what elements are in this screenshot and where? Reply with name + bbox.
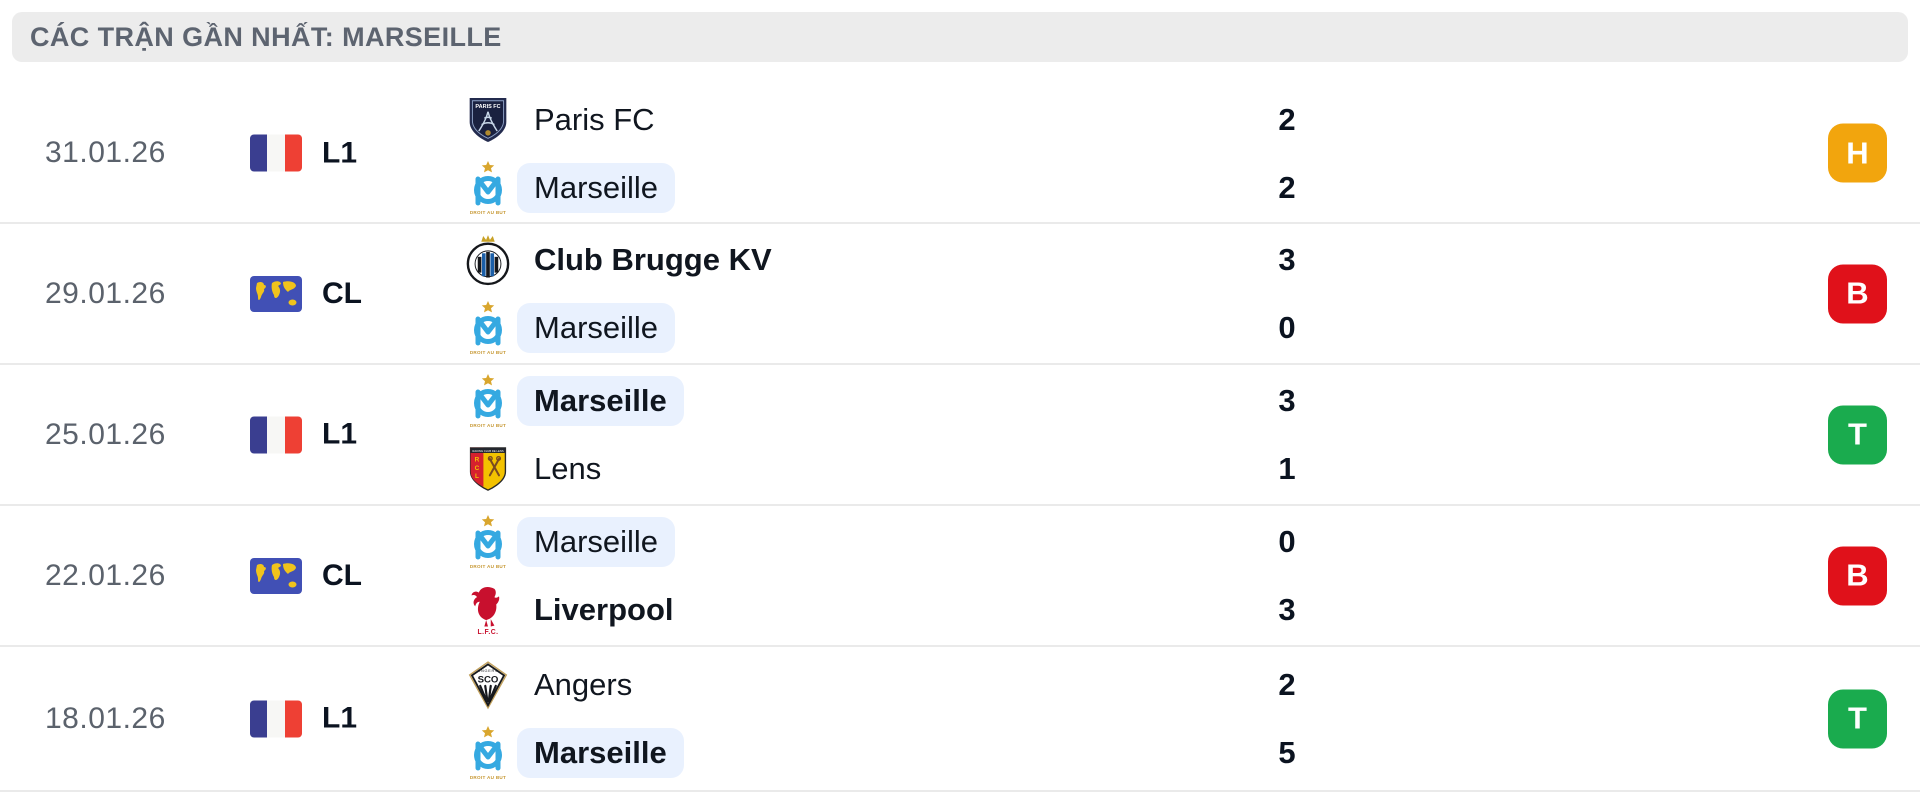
match-date: 25.01.26 [45, 417, 166, 451]
team-name: Lens [534, 450, 602, 486]
team-name: Paris FC [534, 102, 655, 137]
competition: L1 [250, 700, 357, 737]
result-badge: B [1828, 546, 1887, 605]
away-team-row: L.F.C. Liverpool 3 [463, 582, 1780, 638]
teams: Club Brugge KV 3 DROIT AU BUT Marseille … [463, 224, 1780, 363]
home-team-row: PARIS FC Paris FC 2 [463, 92, 1780, 148]
match-date: 29.01.26 [45, 276, 166, 310]
team-name: Marseille [517, 163, 676, 213]
competition: CL [250, 557, 362, 594]
result-badge: T [1828, 405, 1887, 464]
svg-text:DROIT AU BUT: DROIT AU BUT [470, 423, 506, 428]
world-map-icon [250, 275, 302, 312]
paris-fc-logo: PARIS FC [463, 92, 513, 148]
teams: ANGERS SCO Angers 2 DROIT AU BUT Marseill… [463, 647, 1780, 790]
team-name: Liverpool [534, 591, 674, 627]
svg-text:DROIT AU BUT: DROIT AU BUT [470, 775, 506, 780]
home-team-row: Club Brugge KV 3 [463, 232, 1780, 288]
match-row[interactable]: 25.01.26 L1 DROIT AU BUT Marseille 3 RAC… [0, 363, 1920, 504]
svg-text:RACING CLUB DE LENS: RACING CLUB DE LENS [472, 448, 503, 452]
teams: PARIS FC Paris FC 2 DROIT AU BUT Marseil… [463, 62, 1780, 222]
recent-matches-card: CÁC TRẬN GẦN NHẤT: MARSEILLE 31.01.26 L1… [0, 12, 1920, 804]
team-score: 3 [1278, 591, 1296, 627]
match-row[interactable]: 22.01.26 CL DROIT AU BUT Marseille 0 L.F… [0, 504, 1920, 645]
angers-logo: ANGERS SCO [463, 657, 513, 713]
competition-code: L1 [322, 136, 358, 169]
match-date: 22.01.26 [45, 558, 166, 592]
marseille-logo: DROIT AU BUT [463, 160, 513, 216]
svg-text:ANGERS: ANGERS [478, 669, 499, 673]
team-name: Marseille [517, 375, 684, 426]
svg-text:L: L [475, 473, 479, 480]
team-score: 0 [1278, 523, 1296, 559]
team-score: 3 [1278, 382, 1296, 418]
marseille-logo: DROIT AU BUT [463, 300, 513, 356]
france-flag-icon [250, 700, 302, 737]
competition-code: CL [322, 558, 362, 592]
competition: CL [250, 275, 362, 312]
result-badge: H [1828, 123, 1887, 183]
team-score: 5 [1278, 734, 1296, 770]
card-header: CÁC TRẬN GẦN NHẤT: MARSEILLE [12, 12, 1908, 62]
match-row[interactable]: 29.01.26 CL Club Brugge KV 3 DROIT AU BU… [0, 222, 1920, 363]
away-team-row: DROIT AU BUT Marseille 2 [463, 160, 1780, 216]
home-team-row: DROIT AU BUT Marseille 3 [463, 373, 1780, 429]
home-team-row: DROIT AU BUT Marseille 0 [463, 514, 1780, 570]
svg-text:DROIT AU BUT: DROIT AU BUT [470, 350, 506, 355]
competition-code: L1 [322, 417, 358, 451]
competition: L1 [250, 416, 357, 453]
result-badge: T [1828, 689, 1887, 748]
team-score: 3 [1278, 241, 1296, 277]
svg-text:SCO: SCO [478, 674, 499, 685]
competition: L1 [250, 134, 358, 172]
team-score: 2 [1278, 666, 1296, 702]
competition-code: CL [322, 276, 362, 310]
svg-text:PARIS FC: PARIS FC [475, 104, 500, 110]
liverpool-logo: L.F.C. [463, 582, 513, 638]
team-name: Marseille [517, 302, 676, 353]
match-date: 31.01.26 [45, 136, 166, 169]
result-badge: B [1828, 264, 1887, 323]
team-score: 2 [1278, 102, 1296, 137]
svg-text:L.F.C.: L.F.C. [477, 628, 498, 635]
france-flag-icon [250, 134, 302, 172]
team-name: Marseille [517, 727, 684, 778]
away-team-row: DROIT AU BUT Marseille 5 [463, 725, 1780, 781]
club-brugge-logo [463, 232, 513, 288]
marseille-logo: DROIT AU BUT [463, 373, 513, 429]
marseille-logo: DROIT AU BUT [463, 514, 513, 570]
competition-code: L1 [322, 701, 358, 735]
teams: DROIT AU BUT Marseille 3 RACING CLUB DE … [463, 365, 1780, 504]
match-list: 31.01.26 L1 PARIS FC Paris FC 2 DROIT AU… [0, 62, 1920, 792]
match-date: 18.01.26 [45, 701, 166, 735]
team-name: Club Brugge KV [534, 241, 772, 277]
team-score: 1 [1278, 450, 1296, 486]
teams: DROIT AU BUT Marseille 0 L.F.C. Liverpoo… [463, 506, 1780, 645]
svg-text:C: C [475, 464, 480, 471]
card-title: CÁC TRẬN GẦN NHẤT: MARSEILLE [30, 21, 502, 52]
svg-text:DROIT AU BUT: DROIT AU BUT [470, 564, 506, 569]
lens-logo: RACING CLUB DE LENS R C L [463, 441, 513, 497]
team-score: 2 [1278, 170, 1296, 205]
svg-text:R: R [475, 456, 480, 463]
away-team-row: RACING CLUB DE LENS R C L Lens 1 [463, 441, 1780, 497]
team-name: Angers [534, 666, 633, 702]
match-row[interactable]: 31.01.26 L1 PARIS FC Paris FC 2 DROIT AU… [0, 62, 1920, 222]
marseille-logo: DROIT AU BUT [463, 725, 513, 781]
home-team-row: ANGERS SCO Angers 2 [463, 657, 1780, 713]
match-row[interactable]: 18.01.26 L1 ANGERS SCO Angers 2 DROIT AU … [0, 645, 1920, 792]
svg-text:DROIT AU BUT: DROIT AU BUT [470, 210, 506, 215]
away-team-row: DROIT AU BUT Marseille 0 [463, 300, 1780, 356]
france-flag-icon [250, 416, 302, 453]
team-score: 0 [1278, 309, 1296, 345]
team-name: Marseille [517, 516, 676, 567]
world-map-icon [250, 557, 302, 594]
